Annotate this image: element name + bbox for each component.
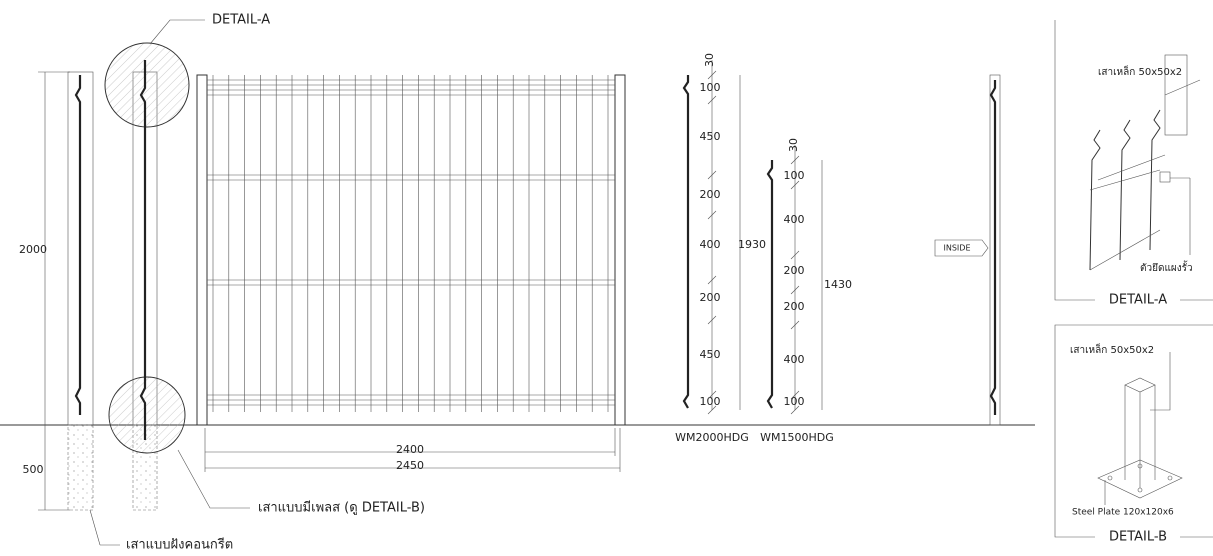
dim-tick xyxy=(790,390,800,400)
plate-post xyxy=(104,42,190,511)
inside-label: INSIDE xyxy=(944,244,971,253)
detail-a-title: DETAIL-A xyxy=(1109,293,1167,308)
dim-tick xyxy=(790,405,800,415)
detail-a-label: เสาเหล็ก 50x50x2 xyxy=(1098,64,1182,78)
dim-tick xyxy=(707,95,717,105)
leader xyxy=(177,449,250,509)
segment-label: 100 xyxy=(784,169,805,182)
total-label: 1930 xyxy=(738,238,766,251)
inside-tag xyxy=(934,239,989,257)
embedded-post-label: เสาแบบฝังคอนกรีต xyxy=(126,537,233,553)
height-label: 2000 xyxy=(19,243,47,256)
profile-2000 xyxy=(682,75,690,409)
dim-tick xyxy=(790,320,800,330)
height-dimension xyxy=(38,71,70,511)
model-label: WM1500HDG xyxy=(760,431,834,444)
dim-tick xyxy=(707,70,717,80)
dim-tick xyxy=(790,155,800,165)
segment-label: 400 xyxy=(784,213,805,226)
leader xyxy=(149,19,205,45)
profile-1500 xyxy=(766,160,774,409)
leader xyxy=(1164,79,1201,96)
embed-label: 500 xyxy=(23,463,44,476)
segment-label: 100 xyxy=(784,395,805,408)
dim-tick xyxy=(707,275,717,285)
segment-label: 450 xyxy=(700,130,721,143)
segment-label: 400 xyxy=(784,353,805,366)
dim-tick xyxy=(707,390,717,400)
segment-label: 30 xyxy=(703,53,716,67)
segment-label: 200 xyxy=(784,264,805,277)
panel-width-label: 2400 xyxy=(396,443,424,456)
detail-b-box xyxy=(1054,324,1213,538)
segment-label: 200 xyxy=(700,291,721,304)
dim-tick xyxy=(790,180,800,190)
segment-label: 100 xyxy=(700,395,721,408)
segment-label: 200 xyxy=(700,188,721,201)
dim-tick xyxy=(790,285,800,295)
detail-a-label: ตัวยึดแผงรั้ว xyxy=(1140,260,1193,274)
dim-tick xyxy=(707,170,717,180)
segment-label: 200 xyxy=(784,300,805,313)
end-post-profile xyxy=(989,80,997,415)
segment-label: 30 xyxy=(787,138,800,152)
embedded-post xyxy=(67,71,94,511)
dim-tick xyxy=(707,315,717,325)
model-label: WM2000HDG xyxy=(675,431,749,444)
detail-a-callout: DETAIL-A xyxy=(212,13,270,28)
leader xyxy=(89,509,101,546)
width-dimension xyxy=(204,428,621,472)
dim-tick xyxy=(707,405,717,415)
segment-label: 100 xyxy=(700,81,721,94)
detail-b-label: Steel Plate 120x120x6 xyxy=(1072,508,1174,518)
fence-panel xyxy=(196,74,626,426)
dim-tick xyxy=(790,250,800,260)
detail-b-title: DETAIL-B xyxy=(1109,530,1167,545)
end-post xyxy=(989,74,1001,426)
total-label: 1430 xyxy=(824,278,852,291)
segment-label: 400 xyxy=(700,238,721,251)
dim-tick xyxy=(707,210,717,220)
detail-b-label: เสาเหล็ก 50x50x2 xyxy=(1070,342,1154,356)
segment-label: 450 xyxy=(700,348,721,361)
post-spacing-label: 2450 xyxy=(396,459,424,472)
plate-post-label: เสาแบบมีเพลส (ดู DETAIL-B) xyxy=(258,500,425,516)
detail-a-box xyxy=(1054,20,1213,301)
leader xyxy=(1150,352,1171,411)
